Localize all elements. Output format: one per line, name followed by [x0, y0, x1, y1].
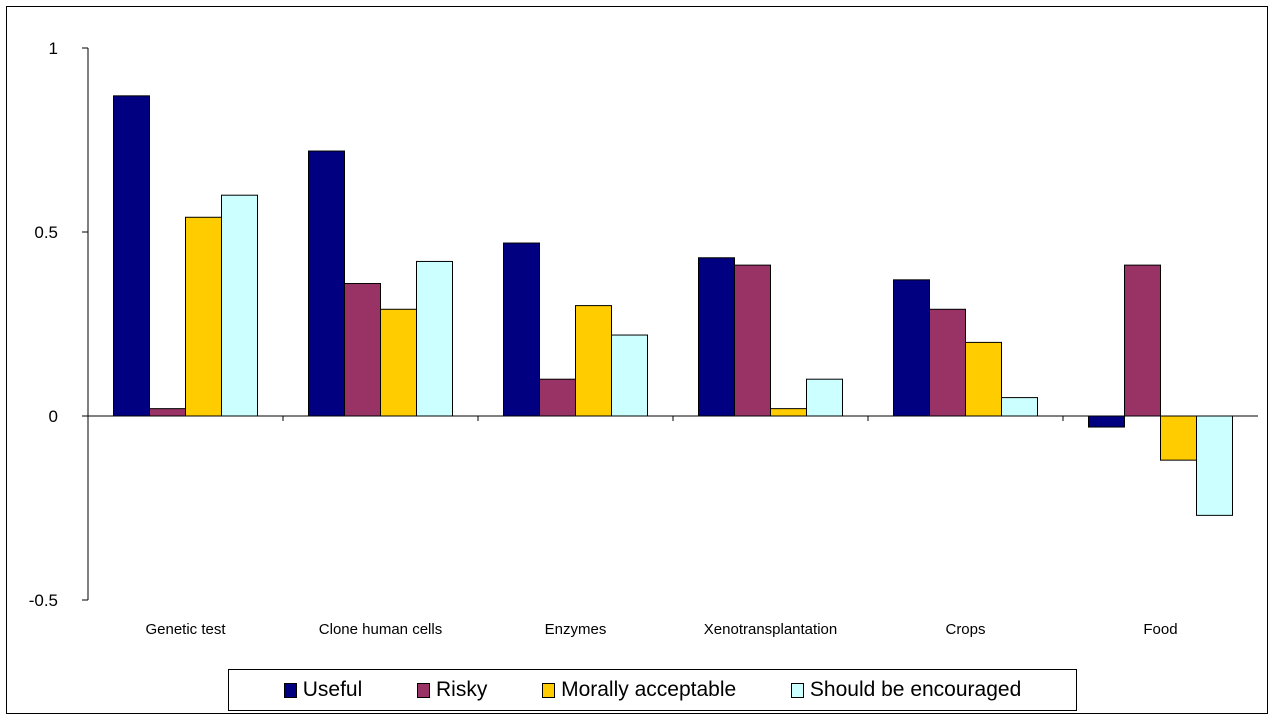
bar	[185, 216, 222, 417]
legend-label: Risky	[436, 678, 488, 701]
bar	[503, 242, 540, 417]
y-tick-label: -0.5	[29, 591, 58, 610]
bar	[1196, 415, 1233, 516]
bars	[113, 95, 1233, 516]
legend-item: Morally acceptable	[542, 678, 736, 702]
category-label: Food	[1143, 621, 1177, 638]
legend-item: Useful	[283, 678, 363, 702]
x-axis	[88, 415, 1258, 421]
bar	[611, 334, 648, 417]
y-axis: 1 0.5 0 -0.5	[29, 39, 89, 610]
bar	[1001, 397, 1038, 417]
category-label: Genetic test	[145, 621, 226, 638]
category-label: Xenotransplantation	[704, 621, 837, 638]
bar	[344, 283, 381, 417]
bar	[221, 194, 258, 417]
bar	[893, 279, 930, 417]
y-tick-label: 1	[49, 39, 58, 58]
y-tick-label: 0	[49, 407, 58, 426]
category-label: Enzymes	[545, 621, 607, 638]
bar	[929, 308, 966, 417]
legend-swatch	[790, 682, 804, 698]
legend-item: Should be encouraged	[790, 678, 1022, 702]
bar	[575, 305, 612, 417]
bar	[113, 95, 150, 417]
bar	[806, 378, 843, 417]
legend-swatch	[417, 682, 430, 698]
y-tick-label: 0.5	[34, 223, 58, 242]
bar	[1124, 264, 1161, 417]
bar	[965, 341, 1002, 417]
bar	[539, 378, 576, 417]
legend-swatch	[542, 682, 556, 698]
legend-swatch	[283, 682, 297, 698]
bar	[734, 264, 771, 417]
bar	[1160, 415, 1197, 461]
category-label: Clone human cells	[319, 621, 442, 638]
bar	[770, 408, 807, 417]
bar	[698, 257, 735, 417]
bar	[308, 150, 345, 417]
bar	[380, 308, 417, 417]
category-label: Crops	[945, 621, 985, 638]
legend: Useful Risky Morally acceptable Should be e…	[228, 669, 1077, 711]
legend-label: Should be encouraged	[809, 678, 1022, 701]
legend-item: Risky	[417, 678, 487, 702]
bar	[416, 260, 453, 417]
bar	[1088, 415, 1125, 428]
category-labels: Genetic test Clone human cells Enzymes Xeno…	[145, 621, 1177, 638]
bar	[149, 408, 186, 417]
legend-label: Useful	[302, 678, 363, 701]
legend-label: Morally acceptable	[561, 678, 737, 701]
